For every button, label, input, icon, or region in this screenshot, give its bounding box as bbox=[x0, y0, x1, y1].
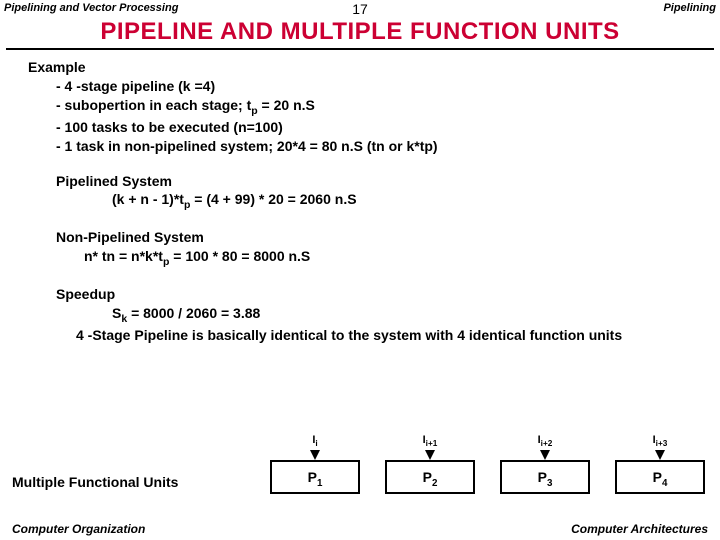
example-line-4: - 1 task in non-pipelined system; 20*4 =… bbox=[28, 137, 700, 156]
function-unit: Ii+2 P3 bbox=[500, 434, 590, 494]
unit-box: P3 bbox=[500, 460, 590, 494]
speedup-heading: Speedup bbox=[28, 285, 700, 304]
arrow-down-icon bbox=[540, 450, 550, 460]
function-unit: Ii+3 P4 bbox=[615, 434, 705, 494]
title-underline bbox=[6, 48, 714, 50]
example-heading: Example bbox=[28, 58, 700, 77]
unit-box: P1 bbox=[270, 460, 360, 494]
function-unit: Ii P1 bbox=[270, 434, 360, 494]
example-line-2: - subopertion in each stage; tp = 20 n.S bbox=[28, 96, 700, 118]
unit-input-label: Ii+1 bbox=[385, 434, 475, 448]
slide-title: PIPELINE AND MULTIPLE FUNCTION UNITS bbox=[0, 14, 720, 48]
arrow-down-icon bbox=[310, 450, 320, 460]
unit-box: P2 bbox=[385, 460, 475, 494]
footer-right: Computer Architectures bbox=[571, 522, 708, 536]
slide-content: Example - 4 -stage pipeline (k =4) - sub… bbox=[0, 58, 720, 345]
unit-input-label: Ii bbox=[270, 434, 360, 448]
header-left: Pipelining and Vector Processing bbox=[4, 2, 178, 14]
example-line-1: - 4 -stage pipeline (k =4) bbox=[28, 77, 700, 96]
example-line-3: - 100 tasks to be executed (n=100) bbox=[28, 118, 700, 137]
pipelined-heading: Pipelined System bbox=[28, 172, 700, 191]
function-unit: Ii+1 P2 bbox=[385, 434, 475, 494]
header-right: Pipelining bbox=[663, 2, 716, 14]
speedup-note: 4 -Stage Pipeline is basically identical… bbox=[28, 326, 700, 345]
page-number: 17 bbox=[352, 1, 368, 17]
slide-footer: Computer Organization Computer Architect… bbox=[0, 522, 720, 536]
function-units-diagram: Ii P1 Ii+1 P2 Ii+2 P3 Ii+3 P4 bbox=[270, 434, 710, 512]
unit-input-label: Ii+2 bbox=[500, 434, 590, 448]
unit-input-label: Ii+3 bbox=[615, 434, 705, 448]
arrow-down-icon bbox=[425, 450, 435, 460]
pipelined-eq: (k + n - 1)*tp = (4 + 99) * 20 = 2060 n.… bbox=[28, 190, 700, 212]
arrow-down-icon bbox=[655, 450, 665, 460]
unit-box: P4 bbox=[615, 460, 705, 494]
nonpipelined-eq: n* tn = n*k*tp = 100 * 80 = 8000 n.S bbox=[28, 247, 700, 269]
speedup-eq: Sk = 8000 / 2060 = 3.88 bbox=[28, 304, 700, 326]
nonpipelined-heading: Non-Pipelined System bbox=[28, 228, 700, 247]
footer-left: Computer Organization bbox=[12, 522, 145, 536]
slide-header: Pipelining and Vector Processing 17 Pipe… bbox=[0, 0, 720, 14]
multiple-functional-units-label: Multiple Functional Units bbox=[12, 474, 178, 490]
